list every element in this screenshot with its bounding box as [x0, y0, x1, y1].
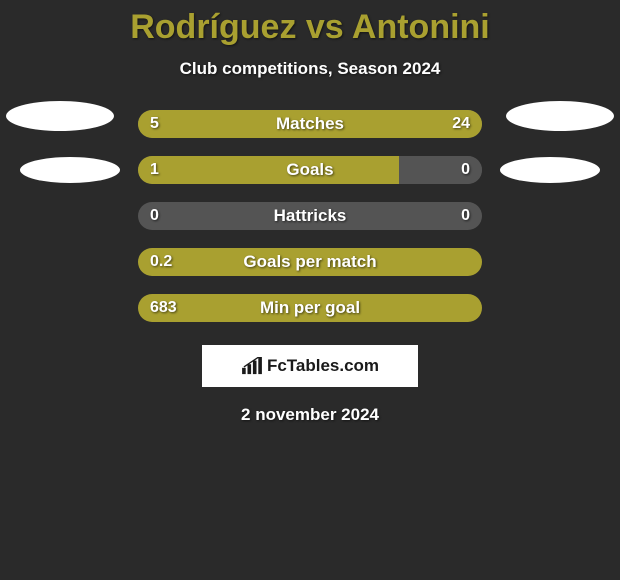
stat-value-right: 24	[452, 115, 470, 133]
stat-value-left: 683	[150, 299, 177, 317]
stat-label: Hattricks	[274, 206, 347, 226]
bar-fill-left	[138, 110, 196, 138]
player1-name: Rodríguez	[130, 8, 296, 46]
logo-text: FcTables.com	[267, 356, 379, 376]
stat-row: Goals 1 0	[0, 147, 620, 193]
stat-label: Min per goal	[260, 298, 360, 318]
pill-right	[506, 101, 614, 131]
stat-value-left: 1	[150, 161, 159, 179]
stat-value-left: 5	[150, 115, 159, 133]
chart-icon	[241, 357, 263, 375]
stat-row: Matches 5 24	[0, 101, 620, 147]
vs-text: vs	[296, 8, 351, 46]
logo-box[interactable]: FcTables.com	[202, 345, 418, 387]
stats-area: Matches 5 24 Goals 1 0 Hattricks 0 0 Goals per ma…	[0, 101, 620, 331]
stat-value-left: 0	[150, 207, 159, 225]
stat-value-left: 0.2	[150, 253, 172, 271]
pill-left	[20, 157, 120, 183]
stat-row: Min per goal 683	[0, 285, 620, 331]
page-title: Rodríguez vs Antonini	[0, 0, 620, 47]
stat-value-right: 0	[461, 161, 470, 179]
date-text: 2 november 2024	[0, 405, 620, 425]
subtitle: Club competitions, Season 2024	[0, 59, 620, 79]
stat-label: Goals per match	[243, 252, 376, 272]
pill-left	[6, 101, 114, 131]
stat-label: Goals	[286, 160, 333, 180]
stat-row: Goals per match 0.2	[0, 239, 620, 285]
stat-row: Hattricks 0 0	[0, 193, 620, 239]
player2-name: Antonini	[352, 8, 490, 46]
stat-value-right: 0	[461, 207, 470, 225]
pill-right	[500, 157, 600, 183]
bar-fill-left	[138, 156, 399, 184]
stat-label: Matches	[276, 114, 344, 134]
